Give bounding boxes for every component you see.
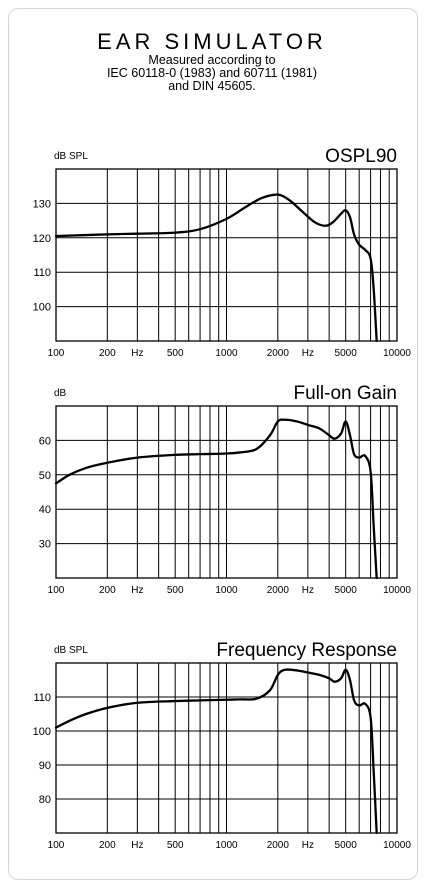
y-tick-label: 50 [39,470,51,482]
y-tick-label: 110 [33,692,51,704]
x-tick-label: 200 [99,840,116,851]
chart-title: Full-on Gain [294,383,398,404]
x-tick-label: 500 [167,585,184,596]
x-tick-label: Hz [302,840,314,851]
y-tick-label: 90 [39,760,51,772]
x-tick-label: 10000 [383,348,411,359]
y-axis-label: dB SPL [54,151,88,162]
x-tick-label: 5000 [335,840,358,851]
header: EAR SIMULATOR Measured according to IEC … [0,30,424,93]
subtitle-line-2: IEC 60118-0 (1983) and 60711 (1981) [106,66,318,80]
card-panel [8,8,418,880]
y-tick-label: 130 [33,198,51,210]
x-tick-label: 5000 [335,585,358,596]
x-tick-label: 10000 [383,840,411,851]
x-tick-label: Hz [302,348,314,359]
y-tick-label: 120 [33,233,51,245]
plot-frame [55,405,398,579]
x-tick-label: 1000 [215,585,238,596]
x-tick-label: 500 [167,840,184,851]
x-tick-label: 10000 [383,585,411,596]
x-tick-label: 500 [167,348,184,359]
chart-title: Frequency Response [216,640,397,661]
x-tick-label: Hz [302,585,314,596]
y-tick-label: 110 [33,267,51,279]
x-tick-label: 1000 [215,840,238,851]
subtitle-line-3: and DIN 45605. [168,79,256,93]
subtitle-line-1: Measured according to [148,53,276,67]
y-tick-label: 100 [33,302,51,314]
plot-frame [55,662,398,834]
y-tick-label: 30 [39,539,51,551]
page-title: EAR SIMULATOR [97,29,327,54]
x-tick-label: 2000 [267,348,290,359]
series-line [54,418,378,580]
x-tick-label: Hz [131,585,143,596]
x-tick-label: Hz [131,840,143,851]
series-line [54,193,378,343]
x-tick-label: 200 [99,585,116,596]
x-tick-label: 200 [99,348,116,359]
y-tick-label: 100 [33,726,51,738]
chart-title: OSPL90 [325,146,397,167]
series-line [54,668,378,835]
y-tick-label: 80 [39,794,51,806]
y-tick-label: 40 [39,504,51,516]
x-tick-label: 1000 [215,348,238,359]
y-axis-label: dB SPL [54,645,88,656]
y-tick-label: 60 [39,435,51,447]
x-tick-label: Hz [131,348,143,359]
x-tick-label: 100 [48,348,65,359]
x-tick-label: 2000 [267,585,290,596]
y-axis-label: dB [54,388,67,399]
x-tick-label: 100 [48,840,65,851]
plot-frame [55,168,398,342]
x-tick-label: 5000 [335,348,358,359]
x-tick-label: 2000 [267,840,290,851]
x-tick-label: 100 [48,585,65,596]
